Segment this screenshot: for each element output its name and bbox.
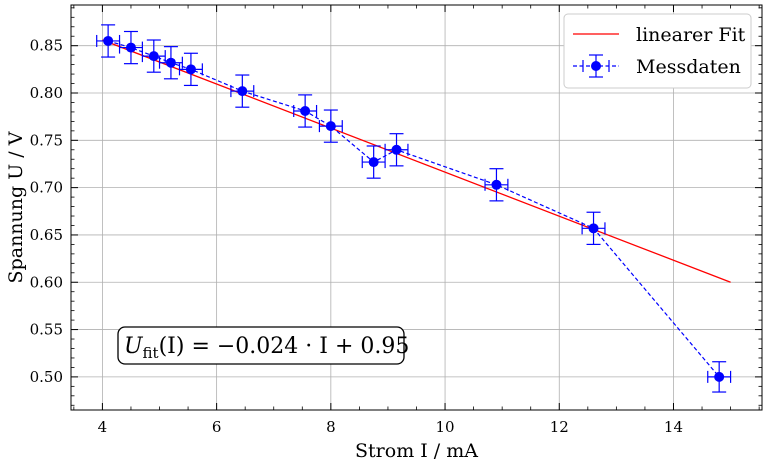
legend-fit-label: linearer Fit xyxy=(636,24,746,46)
data-layer xyxy=(96,24,732,393)
data-point xyxy=(293,94,318,128)
data-marker xyxy=(368,157,379,168)
ticks xyxy=(71,5,762,410)
data-point xyxy=(707,361,732,393)
data-marker xyxy=(148,51,159,62)
x-tick-label: 14 xyxy=(664,418,683,436)
data-point xyxy=(318,109,343,143)
y-tick-label: 0.70 xyxy=(30,179,63,197)
data-point xyxy=(118,30,143,65)
legend-box xyxy=(563,13,752,89)
data-point xyxy=(581,211,606,246)
data-marker xyxy=(588,223,599,234)
data-marker xyxy=(300,105,311,116)
y-axis-label: Spannung U / V xyxy=(5,131,27,283)
fit-layer xyxy=(102,39,731,283)
x-tick-label: 6 xyxy=(212,418,222,436)
fit-equation: Ufit(I) = −0.024 · I + 0.95 xyxy=(124,334,409,362)
y-tick-label: 0.80 xyxy=(30,84,63,102)
tick-labels: 4 6 8 10 12 14 0.50 0.55 0.60 0.65 0.70 0.75 0.80 0.8… xyxy=(30,37,683,436)
fit-equation-symbol: U xyxy=(124,334,144,359)
y-tick-label: 0.50 xyxy=(30,368,63,386)
x-tick-label: 4 xyxy=(98,418,108,436)
x-tick-label: 10 xyxy=(436,418,455,436)
fit-equation-body: (I) = −0.024 · I + 0.95 xyxy=(159,334,410,359)
legend-marker-dot xyxy=(591,61,601,71)
legend: linearer Fit Messdaten xyxy=(563,13,752,89)
data-point xyxy=(484,168,509,202)
fit-equation-subscript: fit xyxy=(143,344,159,362)
y-tick-label: 0.60 xyxy=(30,273,63,291)
data-point xyxy=(178,52,203,87)
y-tick-label: 0.55 xyxy=(30,321,63,339)
data-point xyxy=(96,24,121,58)
data-marker xyxy=(185,64,196,75)
data-marker xyxy=(103,35,114,46)
data-point xyxy=(361,145,386,179)
x-tick-label: 12 xyxy=(550,418,569,436)
data-point xyxy=(384,133,409,167)
y-tick-label: 0.65 xyxy=(30,226,63,244)
legend-data-marker xyxy=(573,54,619,78)
annotation-box xyxy=(117,326,405,365)
data-marker xyxy=(714,371,725,382)
data-marker xyxy=(325,121,336,132)
y-tick-label: 0.75 xyxy=(30,131,63,149)
data-point xyxy=(141,39,166,73)
legend-data-label: Messdaten xyxy=(636,56,741,78)
data-point xyxy=(158,46,183,80)
fit-line xyxy=(102,39,731,283)
data-marker xyxy=(491,179,502,190)
x-axis-label: Strom I / mA xyxy=(355,440,478,462)
annotation: Ufit(I) = −0.024 · I + 0.95 xyxy=(117,326,409,365)
data-marker xyxy=(237,86,248,97)
y-tick-label: 0.85 xyxy=(30,37,63,55)
data-marker xyxy=(125,42,136,53)
data-point xyxy=(230,74,255,108)
x-tick-label: 8 xyxy=(326,418,336,436)
data-marker xyxy=(165,57,176,68)
data-marker xyxy=(391,144,402,155)
